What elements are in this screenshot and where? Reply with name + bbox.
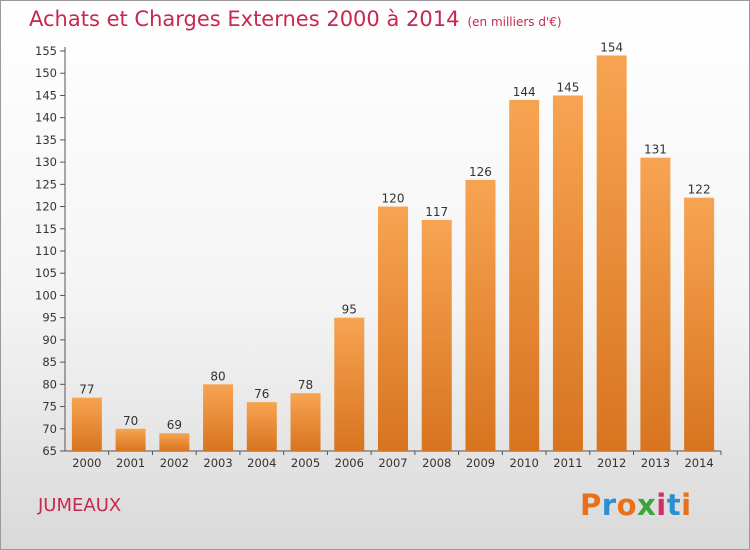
y-tick-label: 120 (35, 200, 57, 214)
value-label-2002: 69 (167, 418, 182, 432)
chart-title-text: Achats et Charges Externes 2000 à 2014 (29, 7, 460, 31)
chart-value-labels: 77 70 69 80 76 78 95 120 117 126 144 145 154 131 122 (79, 40, 710, 432)
value-label-2006: 95 (342, 303, 357, 317)
logo-letter: r (601, 488, 617, 522)
chart-axes: 65 70 75 80 85 90 95 100 105 110 115 120 125 130 135 14… (35, 44, 722, 470)
value-label-2013: 131 (644, 143, 667, 157)
y-tick-label: 90 (42, 333, 57, 347)
x-tick-label-2011: 2011 (553, 456, 582, 470)
value-label-2003: 80 (210, 369, 225, 383)
value-label-2005: 78 (298, 378, 313, 392)
y-tick-label: 80 (42, 377, 57, 391)
proxiti-logo: Proxiti (580, 488, 692, 522)
value-label-2014: 122 (688, 183, 711, 197)
bar-2001 (115, 428, 146, 451)
y-tick-label: 105 (35, 266, 57, 280)
x-tick-label-2002: 2002 (160, 456, 189, 470)
value-label-2009: 126 (469, 165, 492, 179)
bar-2009 (465, 179, 496, 451)
bar-2011 (552, 95, 583, 451)
bar-2012 (596, 55, 627, 451)
commune-name: JUMEAUX (38, 495, 122, 516)
y-tick-label: 110 (35, 244, 57, 258)
y-tick-label: 100 (35, 288, 57, 302)
value-label-2000: 77 (79, 383, 94, 397)
bar-2004 (246, 402, 277, 451)
bar-2014 (684, 197, 715, 451)
x-tick-label-2004: 2004 (247, 456, 276, 470)
value-label-2012: 154 (600, 40, 623, 54)
value-label-2008: 117 (425, 205, 448, 219)
bar-2003 (203, 384, 234, 451)
logo-letter: x (637, 488, 657, 522)
y-tick-label: 130 (35, 155, 57, 169)
value-label-2010: 144 (513, 85, 536, 99)
y-tick-label: 140 (35, 111, 57, 125)
bar-2005 (290, 393, 321, 451)
chart-bars (71, 55, 715, 451)
x-tick-label-2012: 2012 (597, 456, 626, 470)
y-tick-label: 155 (35, 44, 57, 58)
x-tick-label-2005: 2005 (291, 456, 320, 470)
bar-2010 (509, 99, 540, 451)
bar-2000 (71, 397, 102, 451)
value-label-2004: 76 (254, 387, 269, 401)
y-tick-label: 95 (42, 311, 57, 325)
y-tick-label: 150 (35, 66, 57, 80)
y-tick-label: 115 (35, 222, 57, 236)
x-tick-label-2009: 2009 (466, 456, 495, 470)
x-tick-label-2008: 2008 (422, 456, 451, 470)
y-tick-label: 85 (42, 355, 57, 369)
logo-letter: o (616, 488, 638, 522)
chart-title: Achats et Charges Externes 2000 à 2014 (e… (29, 7, 562, 31)
y-tick-label: 145 (35, 88, 57, 102)
y-tick-label: 70 (42, 422, 57, 436)
bar-2006 (334, 317, 365, 451)
value-label-2011: 145 (556, 80, 579, 94)
y-tick-label: 65 (42, 444, 57, 458)
y-tick-label: 135 (35, 133, 57, 147)
x-tick-label-2000: 2000 (72, 456, 101, 470)
y-tick-label: 75 (42, 400, 57, 414)
bar-2007 (378, 206, 408, 451)
bar-2008 (421, 219, 452, 451)
x-tick-label-2010: 2010 (510, 456, 539, 470)
logo-letter: P (580, 488, 602, 522)
x-tick-label-2013: 2013 (641, 456, 670, 470)
logo-letter: i (681, 488, 692, 522)
logo-letter: i (656, 488, 667, 522)
x-tick-label-2001: 2001 (116, 456, 145, 470)
x-tick-label-2014: 2014 (684, 456, 713, 470)
value-label-2001: 70 (123, 414, 138, 428)
x-tick-label-2006: 2006 (335, 456, 364, 470)
value-label-2007: 120 (382, 192, 405, 206)
y-tick-label: 125 (35, 177, 57, 191)
bar-2013 (640, 157, 671, 451)
chart-unit: (en milliers d'€) (467, 15, 562, 29)
x-tick-label-2003: 2003 (203, 456, 232, 470)
logo-letter: t (666, 488, 682, 522)
bar-2002 (159, 433, 190, 451)
x-tick-label-2007: 2007 (378, 456, 407, 470)
